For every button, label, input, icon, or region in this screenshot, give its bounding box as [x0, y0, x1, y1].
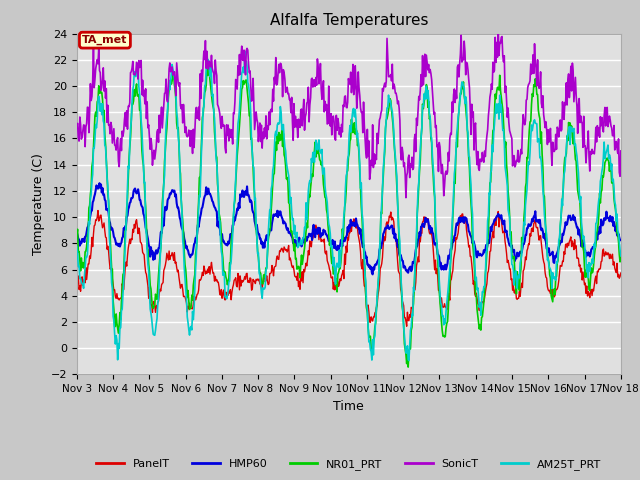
- X-axis label: Time: Time: [333, 400, 364, 413]
- Line: AM25T_PRT: AM25T_PRT: [77, 51, 621, 360]
- PanelT: [617, 270, 625, 276]
- AM25T_PRT: [83, 254, 90, 260]
- HMP60: [140, 211, 147, 216]
- HMP60: [83, 229, 90, 235]
- PanelT: [140, 251, 147, 256]
- PanelT: [73, 276, 81, 281]
- NR01_PRT: [617, 254, 625, 260]
- SonicT: [83, 120, 90, 126]
- SonicT: [194, 112, 202, 118]
- NR01_PRT: [194, 214, 202, 219]
- PanelT: [195, 288, 202, 293]
- NR01_PRT: [433, 236, 440, 241]
- HMP60: [433, 241, 440, 247]
- AM25T_PRT: [223, 296, 230, 302]
- NR01_PRT: [139, 156, 147, 162]
- HMP60: [617, 238, 625, 243]
- SonicT: [223, 122, 230, 128]
- Line: PanelT: PanelT: [77, 211, 621, 326]
- PanelT: [94, 208, 102, 214]
- NR01_PRT: [205, 62, 212, 68]
- HMP60: [223, 242, 231, 248]
- AM25T_PRT: [73, 244, 81, 250]
- HMP60: [369, 272, 376, 277]
- SonicT: [431, 125, 439, 131]
- PanelT: [417, 239, 424, 245]
- NR01_PRT: [417, 157, 424, 163]
- SonicT: [416, 97, 424, 103]
- PanelT: [433, 271, 440, 276]
- Text: TA_met: TA_met: [82, 35, 127, 45]
- PanelT: [83, 276, 90, 282]
- SonicT: [139, 77, 147, 83]
- HMP60: [417, 233, 424, 239]
- Legend: PanelT, HMP60, NR01_PRT, SonicT, AM25T_PRT: PanelT, HMP60, NR01_PRT, SonicT, AM25T_P…: [92, 455, 606, 475]
- SonicT: [73, 123, 81, 129]
- SonicT: [494, 24, 502, 30]
- NR01_PRT: [223, 282, 231, 288]
- NR01_PRT: [73, 233, 81, 239]
- AM25T_PRT: [405, 358, 413, 363]
- PanelT: [223, 292, 231, 298]
- Line: SonicT: SonicT: [77, 27, 621, 198]
- SonicT: [617, 148, 625, 154]
- AM25T_PRT: [617, 253, 625, 259]
- HMP60: [95, 180, 103, 186]
- Title: Alfalfa Temperatures: Alfalfa Temperatures: [269, 13, 428, 28]
- AM25T_PRT: [433, 229, 440, 235]
- NR01_PRT: [404, 364, 412, 370]
- HMP60: [195, 224, 202, 230]
- Line: HMP60: HMP60: [77, 183, 621, 275]
- PanelT: [403, 324, 410, 329]
- NR01_PRT: [83, 243, 90, 249]
- Line: NR01_PRT: NR01_PRT: [77, 65, 621, 367]
- SonicT: [402, 195, 410, 201]
- AM25T_PRT: [139, 145, 147, 151]
- AM25T_PRT: [194, 225, 202, 230]
- HMP60: [73, 229, 81, 235]
- AM25T_PRT: [241, 48, 248, 54]
- Y-axis label: Temperature (C): Temperature (C): [32, 153, 45, 255]
- AM25T_PRT: [417, 145, 424, 151]
